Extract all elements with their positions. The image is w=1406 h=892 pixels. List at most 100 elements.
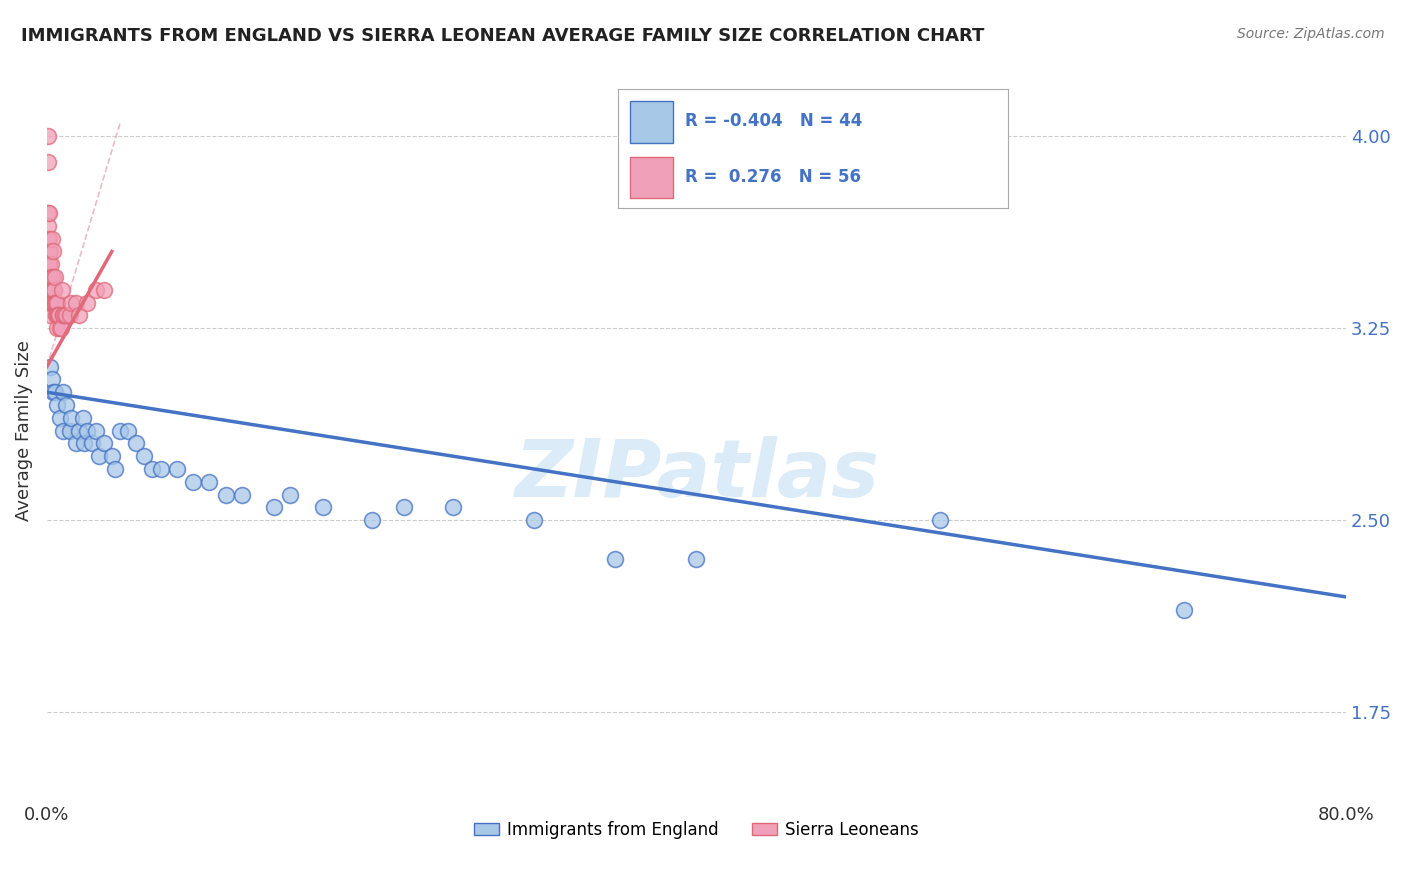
Point: [38, 270, 60, 285]
Point: [59, 424, 82, 438]
Y-axis label: Average Family Size: Average Family Size: [15, 340, 32, 521]
Text: Source: ZipAtlas.com: Source: ZipAtlas.com: [1237, 27, 1385, 41]
Point: [605, 551, 627, 566]
Point: [360, 513, 382, 527]
Point: [104, 462, 127, 476]
Point: [87, 449, 110, 463]
Point: [441, 500, 464, 515]
Point: [37, 232, 59, 246]
Point: [523, 513, 546, 527]
Point: [49, 321, 72, 335]
Point: [41, 283, 63, 297]
Point: [44, 295, 66, 310]
Point: [65, 295, 87, 310]
Point: [41, 244, 63, 259]
Point: [59, 309, 82, 323]
Point: [45, 309, 67, 323]
Point: [42, 270, 65, 285]
Point: [141, 462, 163, 476]
Point: [42, 283, 65, 297]
Point: [38, 244, 60, 259]
Point: [72, 410, 94, 425]
Point: [312, 500, 335, 515]
Legend: Immigrants from England, Sierra Leoneans: Immigrants from England, Sierra Leoneans: [467, 814, 925, 846]
Point: [67, 424, 90, 438]
Point: [166, 462, 188, 476]
Point: [73, 436, 96, 450]
Text: IMMIGRANTS FROM ENGLAND VS SIERRA LEONEAN AVERAGE FAMILY SIZE CORRELATION CHART: IMMIGRANTS FROM ENGLAND VS SIERRA LEONEA…: [21, 27, 984, 45]
Point: [93, 436, 115, 450]
Point: [392, 500, 415, 515]
Point: [38, 257, 60, 271]
Point: [55, 309, 77, 323]
Point: [46, 309, 69, 323]
Point: [41, 232, 63, 246]
Point: [45, 295, 67, 310]
Point: [44, 385, 66, 400]
Point: [67, 309, 90, 323]
Point: [44, 283, 66, 297]
Point: [52, 385, 75, 400]
Point: [38, 283, 60, 297]
Point: [39, 309, 62, 323]
Point: [181, 475, 204, 489]
Point: [41, 283, 63, 297]
Point: [41, 295, 63, 310]
Point: [84, 424, 107, 438]
Point: [38, 232, 60, 246]
Point: [39, 244, 62, 259]
Point: [39, 359, 62, 374]
Point: [51, 283, 73, 297]
Point: [45, 398, 67, 412]
Point: [76, 424, 98, 438]
Point: [101, 449, 124, 463]
Point: [39, 270, 62, 285]
Point: [125, 436, 148, 450]
Point: [42, 295, 65, 310]
Point: [37, 219, 59, 233]
Point: [149, 462, 172, 476]
Point: [117, 424, 139, 438]
Point: [38, 283, 60, 297]
Point: [38, 270, 60, 285]
Point: [198, 475, 221, 489]
Point: [42, 295, 65, 310]
Point: [38, 257, 60, 271]
Text: ZIPatlas: ZIPatlas: [513, 436, 879, 514]
Point: [1173, 603, 1195, 617]
Point: [231, 487, 253, 501]
Point: [44, 295, 66, 310]
Point: [48, 309, 70, 323]
Point: [49, 321, 72, 335]
Point: [37, 129, 59, 144]
Point: [108, 424, 131, 438]
Point: [65, 436, 87, 450]
Point: [37, 155, 59, 169]
Point: [45, 295, 67, 310]
Point: [93, 283, 115, 297]
Point: [55, 398, 77, 412]
Point: [280, 487, 302, 501]
Point: [44, 270, 66, 285]
Point: [52, 309, 75, 323]
Point: [45, 321, 67, 335]
Point: [42, 385, 65, 400]
Point: [49, 410, 72, 425]
Point: [38, 206, 60, 220]
Point: [214, 487, 236, 501]
Point: [52, 424, 75, 438]
Point: [82, 436, 104, 450]
Point: [39, 295, 62, 310]
Point: [46, 309, 69, 323]
Point: [929, 513, 952, 527]
Point: [37, 206, 59, 220]
Point: [60, 295, 83, 310]
Point: [52, 309, 75, 323]
Point: [41, 270, 63, 285]
Point: [60, 410, 83, 425]
Point: [84, 283, 107, 297]
Point: [39, 257, 62, 271]
Point: [134, 449, 156, 463]
Point: [685, 551, 707, 566]
Point: [38, 295, 60, 310]
